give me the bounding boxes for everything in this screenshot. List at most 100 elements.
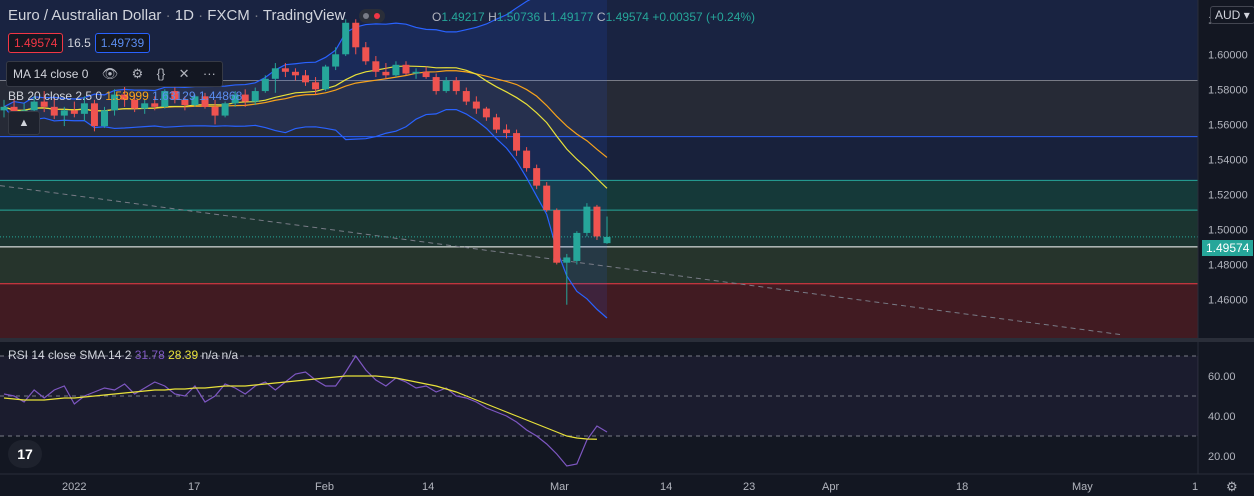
ma-legend[interactable]: MA 14 close 0 👁 ⚙ {} ✕ ··· [6, 61, 223, 87]
time-tick-label: 18 [956, 481, 968, 493]
change-value: +0.00357 (+0.24%) [652, 10, 756, 24]
time-tick-label: Apr [822, 481, 839, 493]
candle-body [583, 206, 591, 233]
candle-body [271, 68, 279, 79]
ma-label: MA 14 close 0 [13, 67, 89, 81]
eye-icon[interactable]: 👁 [101, 66, 119, 81]
source-label: TradingView [262, 7, 346, 24]
pane-separator [0, 338, 1254, 342]
candle-body [593, 206, 601, 237]
candle-body [30, 101, 38, 111]
candle-body [492, 117, 500, 130]
candle-body [101, 110, 108, 127]
candle-body [10, 106, 18, 114]
candle-body [332, 54, 340, 67]
time-tick-label: 23 [743, 481, 755, 493]
symbol-title[interactable]: Euro / Australian Dollar · 1D · FXCM · T… [8, 7, 391, 24]
candle-body [452, 80, 460, 92]
candle-body [603, 236, 611, 244]
candle-body [111, 94, 119, 111]
candle-body [462, 91, 470, 102]
bb-lower-value: 1.44868 [198, 89, 243, 103]
bb-label: BB 20 close 2.5 0 [8, 89, 103, 103]
tradingview-logo[interactable]: 17 [8, 440, 42, 468]
bb-upper-value: 1.63129 [152, 89, 196, 103]
candle-body [412, 71, 420, 74]
candle-body [80, 103, 88, 114]
candle-body [322, 66, 330, 90]
ohlc-readout: O1.49217 H1.50736 L1.49177 C1.49574 +0.0… [432, 10, 756, 24]
symbol-name: Euro / Australian Dollar [8, 7, 162, 24]
rsi-sma-line [3, 375, 597, 440]
candle-body [563, 257, 571, 263]
bb-basis-value: 1.53999 [105, 89, 149, 103]
candle-body [171, 91, 179, 100]
candle-body [513, 133, 521, 151]
candle-body [352, 22, 360, 48]
candle-body [161, 91, 169, 107]
rsi-tick-label: 20.00 [1208, 451, 1236, 463]
interval-label: 1D [174, 7, 194, 24]
price-tick-label: 1.46000 [1208, 294, 1248, 306]
candle-body [472, 101, 480, 109]
sell-button[interactable]: 1.49574 [8, 33, 64, 53]
candle-body [261, 78, 269, 92]
bb-legend[interactable]: BB 20 close 2.5 0 1.53999 1.63129 1.4486… [8, 89, 242, 103]
candle-body [70, 110, 78, 114]
rsi-legend[interactable]: RSI 14 close SMA 14 2 31.78 28.39 n/a n/… [8, 348, 238, 362]
candle-body [50, 106, 58, 116]
buy-button[interactable]: 1.49739 [94, 33, 151, 53]
candle-body [432, 77, 440, 92]
candle-body [543, 185, 551, 211]
candle-body [60, 110, 68, 116]
candle-body [141, 103, 149, 109]
currency-selector[interactable]: AUD ▾ [1210, 6, 1254, 24]
market-status-toggle[interactable] [359, 9, 386, 24]
gear-icon[interactable]: ⚙ [131, 66, 144, 81]
more-icon[interactable]: ··· [202, 66, 216, 81]
time-tick-label: Feb [315, 481, 334, 493]
candle-body [573, 232, 581, 261]
price-tick-label: 1.48000 [1208, 259, 1248, 271]
currency-label: AUD [1215, 8, 1241, 22]
time-tick-label: 14 [660, 481, 672, 493]
close-value: 1.49574 [605, 10, 649, 24]
chevron-up-icon: ▲ [18, 117, 30, 129]
candle-body [533, 168, 541, 186]
candle-body [523, 150, 531, 169]
axis-settings-icon[interactable]: ⚙ [1226, 479, 1238, 494]
candle-body [40, 101, 48, 107]
candle-body [503, 129, 510, 134]
open-value: 1.49217 [441, 10, 485, 24]
candle-body [191, 96, 199, 106]
time-tick-label: May [1072, 481, 1093, 493]
candle-body [342, 22, 350, 55]
price-tick-label: 1.52000 [1208, 189, 1248, 201]
exchange-label: FXCM [207, 7, 250, 24]
candle-body [90, 103, 98, 127]
candle-body [422, 71, 430, 78]
low-value: 1.49177 [550, 10, 594, 24]
candle-body [482, 108, 490, 118]
rsi-tick-label: 40.00 [1208, 411, 1236, 423]
candle-body [372, 61, 380, 72]
braces-icon[interactable]: {} [156, 66, 166, 81]
candle-body [0, 106, 8, 111]
chevron-down-icon: ▾ [1243, 8, 1250, 22]
collapse-legend-button[interactable]: ▲ [8, 111, 40, 135]
candle-body [221, 103, 229, 116]
candle-body [402, 64, 410, 74]
candle-body [251, 91, 259, 102]
candle-body [121, 94, 129, 100]
time-tick-label: 14 [422, 481, 434, 493]
price-tick-label: 1.58000 [1208, 84, 1248, 96]
close-icon[interactable]: ✕ [178, 66, 190, 81]
zone-band [0, 180, 1198, 211]
rsi-extra-value: n/a n/a [201, 348, 239, 362]
rsi-tick-label: 60.00 [1208, 371, 1236, 383]
high-value: 1.50736 [496, 10, 541, 24]
zone-band [0, 136, 1198, 181]
current-price-tag: 1.49574 [1202, 240, 1254, 256]
candle-body [281, 68, 289, 72]
